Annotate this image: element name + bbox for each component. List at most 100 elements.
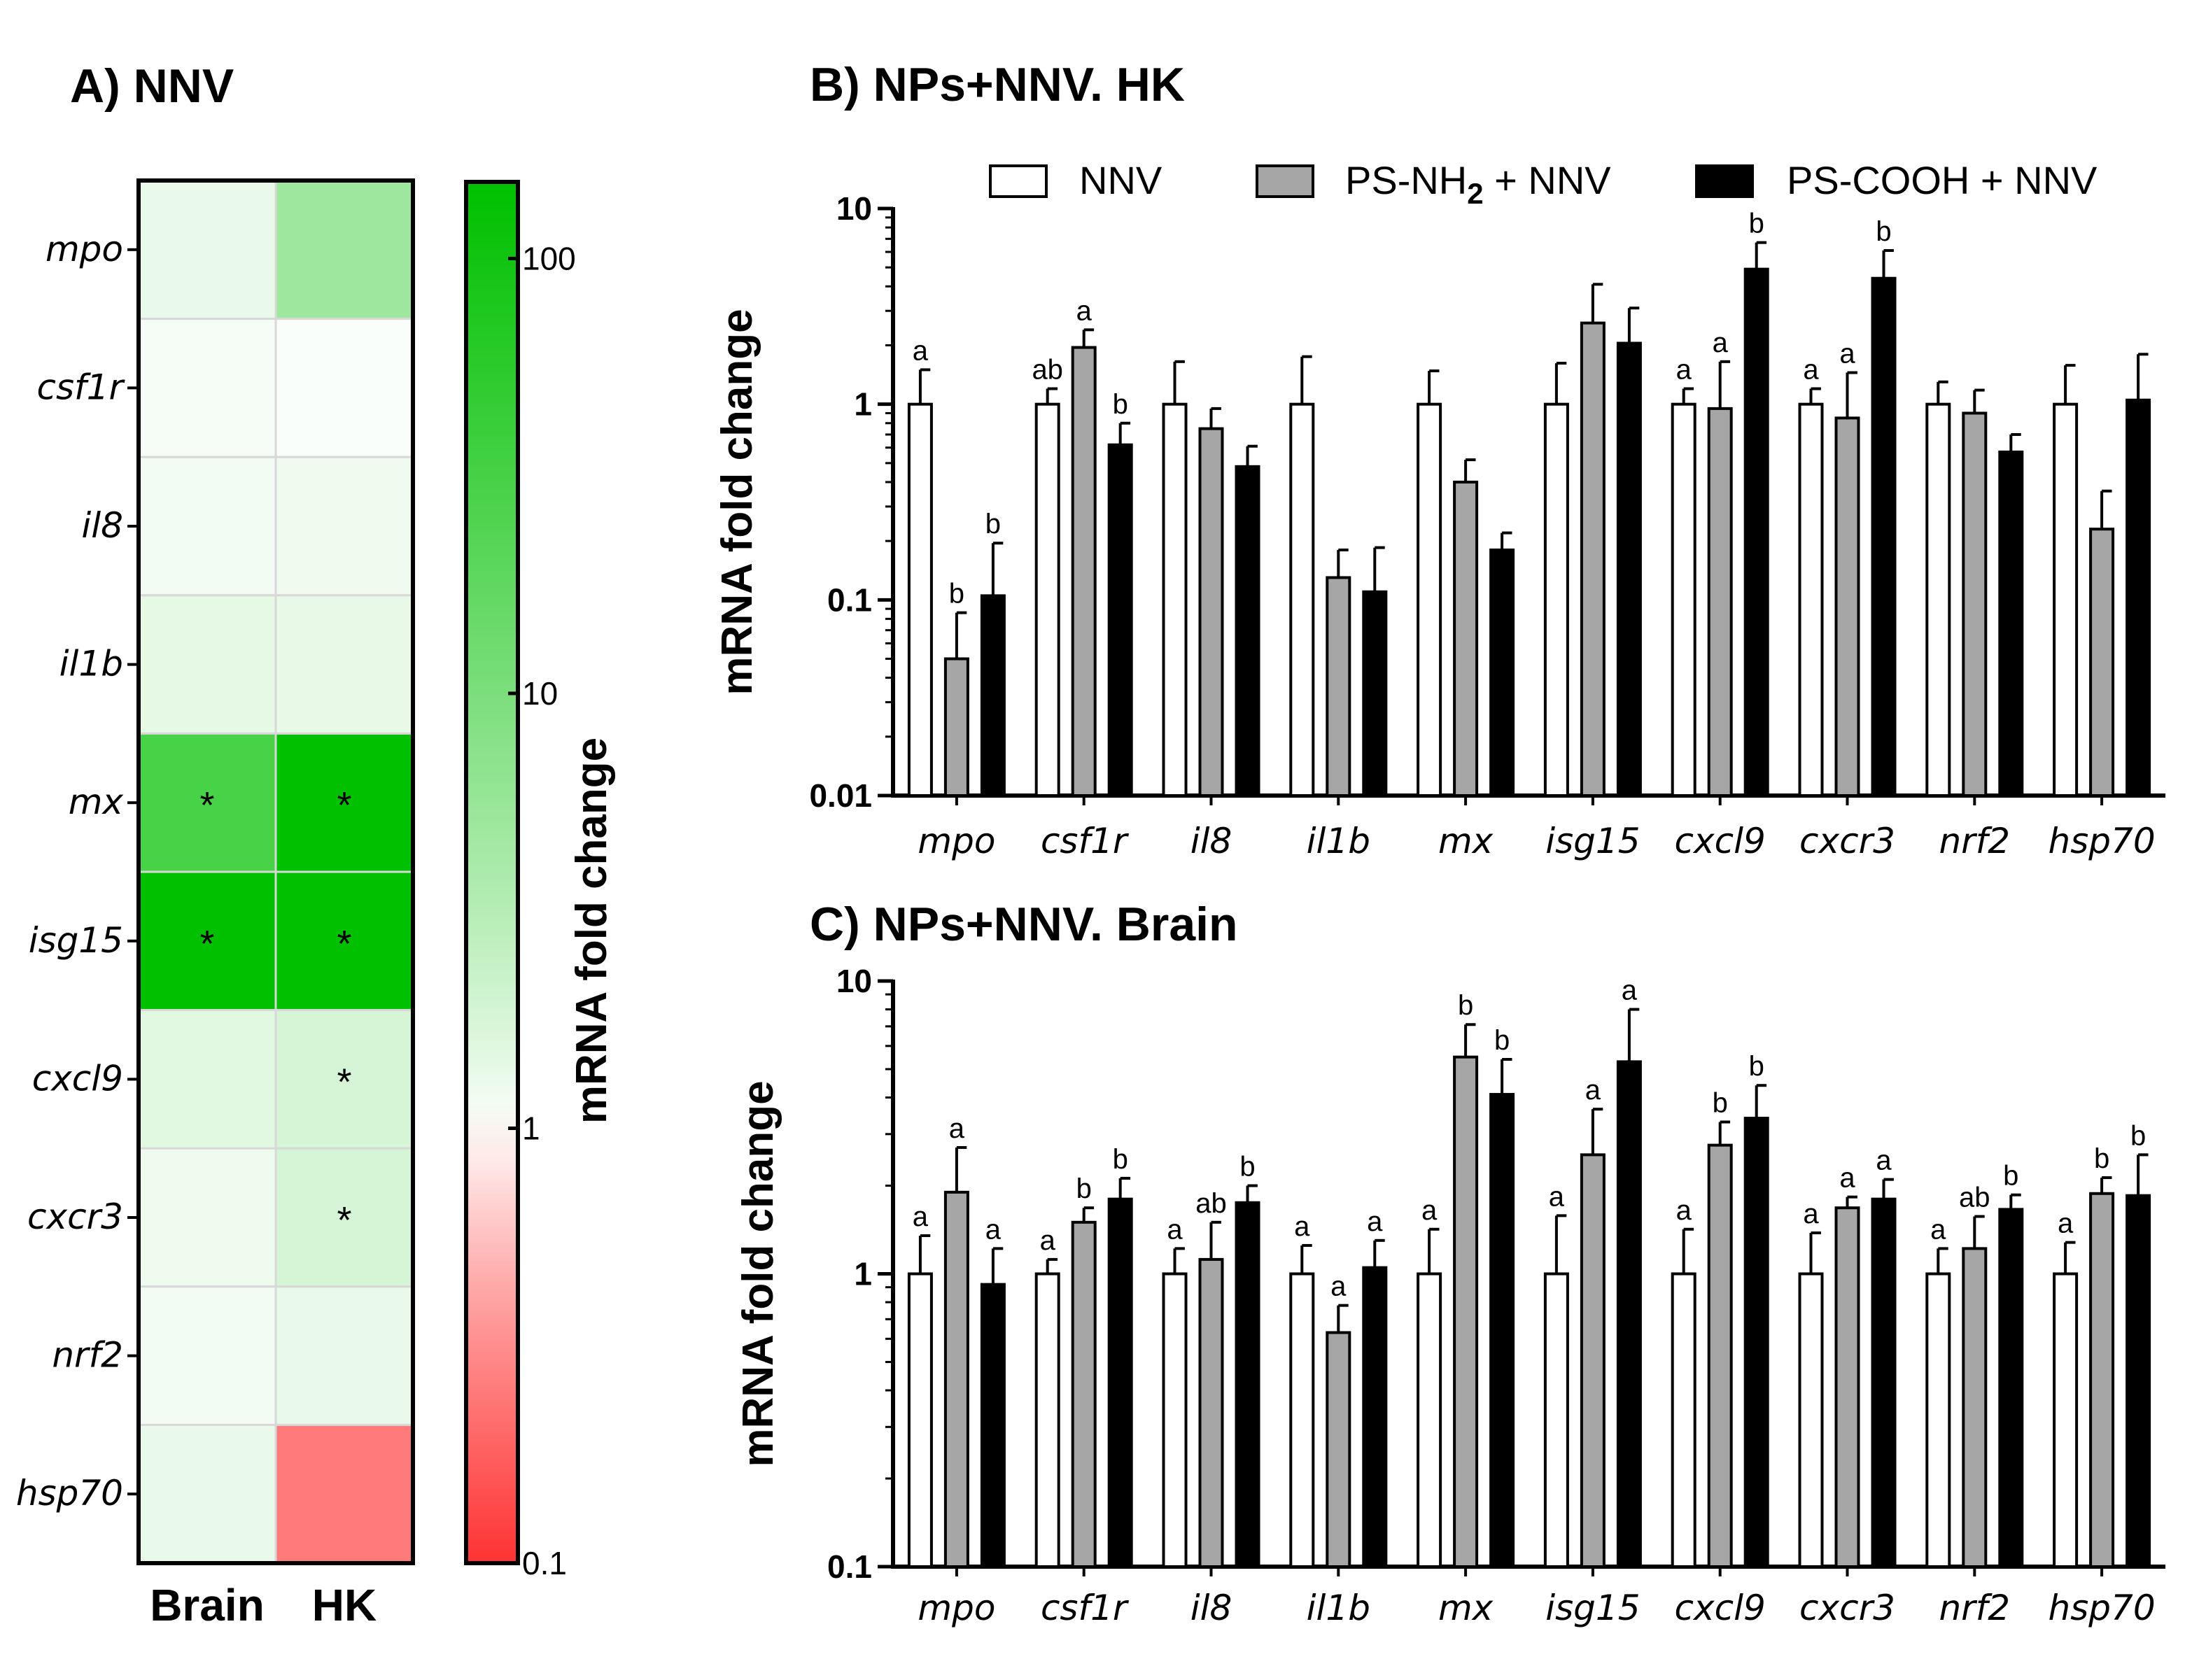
legend-ps-cooh-nnv-label: PS-COOH + NNV — [1787, 158, 2098, 202]
bar — [1616, 341, 1642, 797]
heatmap-cell — [274, 594, 414, 735]
bar — [1417, 1272, 1442, 1568]
significance-letter: b — [2094, 1143, 2109, 1174]
category-label: isg15 — [1545, 1588, 1640, 1628]
panel-title: C) NPs+NNV. Brain — [810, 898, 1238, 951]
bar — [2053, 1272, 2079, 1568]
category-label: mx — [1438, 821, 1494, 861]
significance-letter: a — [1676, 1195, 1692, 1226]
category-label: isg15 — [1545, 821, 1640, 861]
colorbar-tick-label: 10 — [522, 675, 558, 712]
heatmap-cell — [274, 1147, 414, 1288]
bar — [1453, 480, 1479, 797]
bar — [1071, 1220, 1097, 1568]
panel-a-title: A) NNV — [70, 59, 234, 113]
bar — [2089, 528, 2115, 797]
row-label: mpo — [45, 229, 123, 269]
bar — [1925, 402, 1951, 797]
significance-letter: ab — [1032, 355, 1063, 386]
panel-a-heatmap: A) NNV mpo csf1r il8 il1b * * mx * * isg15 * cxcl9 * c… — [16, 59, 616, 1630]
significance-letter: a — [1839, 339, 1855, 369]
significance-letter: b — [1494, 1025, 1510, 1056]
bar — [1543, 402, 1569, 797]
bar — [943, 1190, 969, 1569]
bar — [1289, 402, 1315, 797]
bar — [1580, 321, 1606, 798]
significance-letter: a — [1294, 1211, 1310, 1242]
bar — [1998, 450, 2024, 797]
heatmap-border — [136, 178, 415, 1565]
heatmap-cell — [274, 456, 414, 597]
row-label: cxcl9 — [32, 1058, 123, 1099]
row-label: csf1r — [36, 367, 125, 407]
significance-letter: b — [1713, 1088, 1728, 1119]
category-label: nrf2 — [1939, 821, 2010, 861]
bar — [980, 1283, 1006, 1568]
y-axis-label: mRNA fold change — [713, 309, 761, 695]
y-tick-label: 1 — [854, 386, 872, 423]
legend-subscript-2: 2 — [1467, 177, 1483, 210]
significance-letter: a — [1040, 1225, 1056, 1256]
heatmap-cell — [274, 870, 414, 1012]
significance-star: * — [337, 1199, 351, 1241]
bar — [1326, 576, 1351, 797]
bar — [1998, 1208, 2024, 1568]
bar — [1834, 1206, 1860, 1568]
heatmap-cell — [274, 1423, 414, 1565]
y-tick-label: 0.1 — [827, 581, 872, 618]
y-tick-label: 0.01 — [809, 777, 872, 814]
bar — [980, 594, 1006, 798]
bar — [1417, 402, 1442, 797]
y-axis-label: mRNA fold change — [734, 1080, 782, 1467]
legend-nnv-label: NNV — [1079, 158, 1162, 202]
bar — [907, 1272, 933, 1568]
heatmap-cell — [137, 1423, 277, 1565]
heatmap-cell — [137, 1147, 277, 1288]
significance-letter: b — [1876, 216, 1891, 247]
category-label: nrf2 — [1939, 1588, 2010, 1628]
heatmap-cell — [137, 870, 277, 1012]
category-label: il8 — [1190, 1588, 1232, 1628]
heatmap-cell — [137, 1009, 277, 1150]
panel-c-brain-bar-chart: C) NPs+NNV. Brain mRNA fold change 0.1 1 10 m… — [734, 898, 2165, 1628]
significance-letter: a — [985, 1214, 1002, 1245]
y-tick-label: 1 — [854, 1256, 872, 1292]
category-label: cxcl9 — [1675, 1588, 1766, 1628]
bar — [1925, 1272, 1951, 1568]
row-label: il1b — [59, 644, 123, 684]
significance-letter: a — [1367, 1206, 1383, 1237]
bar — [1198, 1257, 1224, 1568]
row-label: il8 — [81, 505, 123, 546]
category-label: il1b — [1307, 821, 1370, 861]
bar — [1289, 1272, 1315, 1568]
significance-letter: a — [1622, 975, 1638, 1006]
colorbar-tick-label: 1 — [522, 1110, 540, 1146]
bar — [1707, 1143, 1733, 1568]
row-label: nrf2 — [52, 1335, 123, 1376]
heatmap-cell — [137, 1285, 277, 1426]
significance-letter: a — [913, 335, 929, 366]
bar — [907, 402, 933, 797]
category-label: hsp70 — [2049, 821, 2156, 861]
significance-letter: b — [949, 579, 964, 609]
bar — [2089, 1192, 2115, 1568]
bar — [1034, 402, 1060, 797]
significance-letter: a — [1549, 1181, 1565, 1212]
significance-letter: b — [1076, 1173, 1092, 1204]
bar — [1671, 1272, 1696, 1568]
heatmap-cell — [137, 594, 277, 735]
heatmap-cell — [137, 179, 277, 320]
significance-letter: a — [1803, 355, 1819, 386]
row-label: cxcr3 — [27, 1197, 123, 1237]
legend-ps-nh-text: PS-NH — [1345, 158, 1467, 202]
significance-star: * — [337, 1061, 351, 1103]
significance-letter: a — [1076, 295, 1093, 326]
significance-letter: b — [1113, 389, 1128, 420]
y-tick-label: 0.1 — [827, 1548, 872, 1585]
colorbar — [464, 180, 520, 1565]
significance-letter: a — [949, 1113, 965, 1144]
significance-star: * — [337, 923, 351, 965]
y-tick-label: 10 — [836, 190, 872, 227]
bar — [1489, 548, 1515, 798]
category-label: cxcr3 — [1799, 1588, 1895, 1628]
